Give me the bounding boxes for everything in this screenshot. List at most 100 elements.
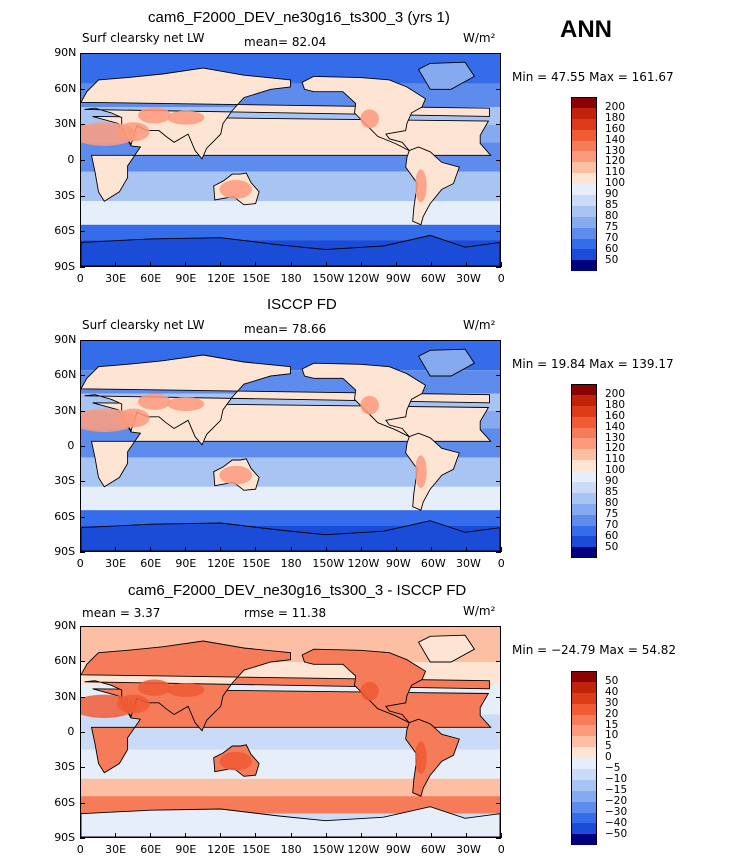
x-tick-label: 0 [76, 272, 84, 285]
y-tick [496, 802, 501, 804]
colorbar-swatch [571, 449, 597, 461]
panel2-minmax: Min = 19.84 Max = 139.17 [512, 357, 674, 371]
colorbar-swatch [571, 536, 597, 548]
x-tick-label: 60W [420, 272, 446, 285]
x-tick [395, 262, 397, 267]
y-tick [496, 195, 501, 197]
colorbar-label: −20 [605, 794, 628, 807]
y-tick [80, 767, 85, 769]
y-tick [496, 446, 501, 447]
x-tick-label: 120W [347, 843, 380, 856]
x-tick-label: 150E [242, 557, 271, 570]
field-hotspot [219, 180, 253, 199]
x-tick-label: 150E [242, 843, 271, 856]
field-hotspot [360, 395, 379, 415]
y-tick [80, 446, 85, 447]
panel3-map [80, 626, 501, 838]
y-tick [80, 802, 85, 804]
y-tick [496, 661, 501, 663]
x-tick-label: 30E [105, 272, 127, 285]
x-tick [501, 833, 502, 838]
colorbar-label: 200 [605, 100, 626, 113]
y-tick [80, 267, 85, 268]
y-tick-label: 60N [54, 81, 77, 95]
colorbar-swatch [571, 394, 597, 406]
colorbar-swatch [571, 492, 597, 504]
panel1-minmax: Min = 47.55 Max = 161.67 [512, 70, 674, 84]
y-tick [496, 124, 501, 126]
y-tick-label: 90N [54, 619, 77, 632]
y-tick-label: 0 [67, 153, 75, 166]
colorbar-label: 30 [605, 696, 619, 709]
x-tick [395, 547, 397, 552]
colorbar-label: −10 [605, 773, 628, 785]
colorbar-swatch [571, 184, 597, 196]
y-tick-label: 60N [54, 654, 77, 668]
x-tick [465, 833, 467, 838]
x-tick [290, 833, 292, 838]
field-hotspot [219, 751, 253, 771]
field-hotspot [415, 169, 427, 203]
x-tick [80, 262, 81, 267]
y-tick [80, 160, 85, 161]
x-tick-label: 30W [456, 272, 481, 285]
y-tick-label: 60N [54, 368, 77, 382]
panel2-mean: mean= 78.66 [244, 322, 327, 336]
continent-antarctica [81, 520, 500, 551]
colorbar-label: 40 [605, 685, 619, 698]
x-tick [80, 833, 81, 838]
colorbar-swatch [571, 503, 597, 515]
colorbar-label: 5 [605, 740, 612, 753]
season-label: ANN [560, 16, 612, 43]
y-tick-label: 30S [54, 760, 76, 774]
colorbar-label: 50 [605, 253, 619, 266]
continent-greenland [417, 61, 476, 90]
x-tick [220, 262, 222, 267]
colorbar-label: 85 [605, 486, 619, 498]
colorbar-label: −15 [605, 783, 628, 796]
x-tick-label: 120E [207, 557, 236, 570]
x-tick [430, 833, 432, 838]
x-tick [465, 547, 467, 552]
panel2-map [80, 340, 501, 552]
y-tick-label: 30S [54, 188, 76, 202]
colorbar-swatch [571, 140, 597, 152]
y-tick [80, 552, 85, 553]
colorbar-swatch [571, 834, 597, 846]
colorbar-swatch [571, 514, 597, 526]
field-hotspot [117, 694, 150, 714]
y-tick [80, 410, 85, 412]
x-tick [150, 833, 152, 838]
colorbar-swatch [571, 427, 597, 439]
colorbar-label: 130 [605, 144, 626, 157]
x-tick [430, 547, 432, 552]
colorbar-swatch [571, 790, 597, 802]
colorbar-swatch [571, 671, 597, 682]
colorbar-label: 180 [605, 111, 626, 124]
x-tick-label: 90W [385, 272, 411, 285]
y-tick [496, 231, 501, 233]
y-tick-label: 90S [54, 545, 76, 558]
colorbar-label: 60 [605, 242, 619, 255]
x-tick-label: 60E [140, 272, 162, 285]
colorbar-label: 90 [605, 475, 619, 488]
x-tick [255, 262, 257, 267]
field-band [81, 778, 500, 797]
x-tick [465, 262, 467, 267]
x-tick-label: 180 [280, 557, 302, 570]
x-tick [115, 833, 117, 838]
colorbar-label: 100 [605, 464, 626, 477]
y-tick [496, 88, 501, 90]
y-tick [496, 481, 501, 483]
x-tick [115, 262, 117, 267]
y-tick [496, 732, 501, 733]
field-hotspot [138, 679, 171, 696]
field-hotspot [167, 397, 205, 411]
x-tick-label: 0 [497, 272, 505, 285]
colorbar-swatch [571, 205, 597, 217]
colorbar-label: 110 [605, 453, 626, 466]
colorbar-label: 140 [605, 420, 626, 433]
colorbar-swatch [571, 416, 597, 428]
colorbar-swatch [571, 97, 597, 108]
colorbar-label: 15 [605, 718, 619, 731]
